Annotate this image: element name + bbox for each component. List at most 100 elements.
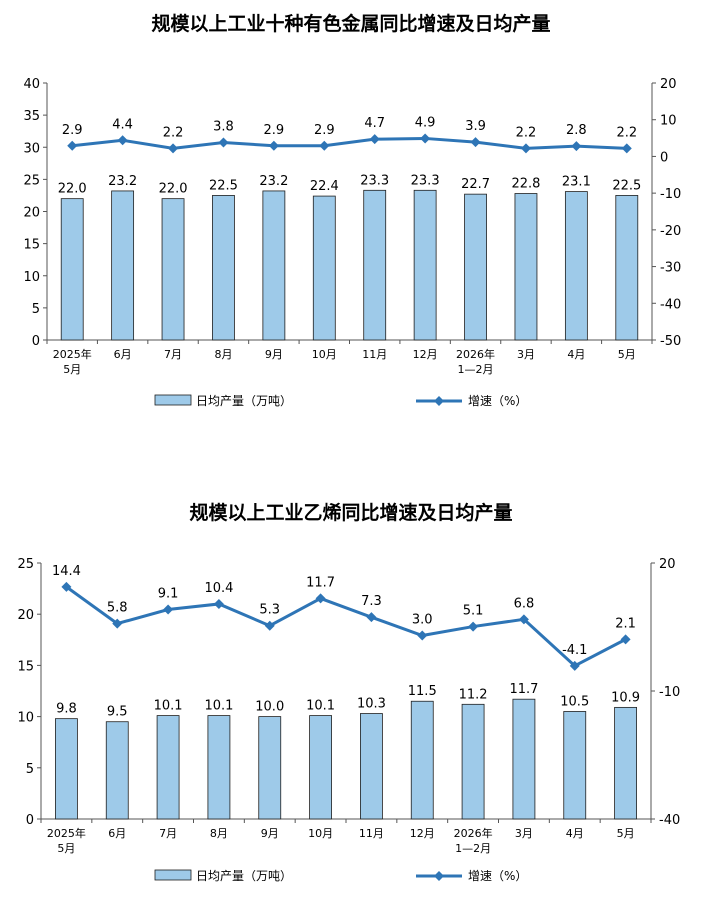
bar — [161, 198, 185, 341]
bar-value-label: 23.2 — [108, 174, 137, 189]
legend-bar-label: 日均产量（万吨） — [196, 394, 292, 408]
left-tick-label: 10 — [17, 711, 34, 726]
x-tick-label: 5月 — [63, 363, 81, 376]
growth-point — [168, 143, 179, 154]
chart-2-title: 规模以上工业乙烯同比增速及日均产量 — [189, 502, 513, 524]
left-tick-label: 25 — [17, 557, 34, 572]
growth-value-label: 14.4 — [52, 564, 81, 579]
growth-line — [65, 585, 627, 668]
legend-bar-label: 日均产量（万吨） — [196, 869, 292, 883]
growth-point — [569, 660, 580, 671]
growth-point — [369, 134, 380, 145]
growth-point — [117, 135, 128, 146]
bar-value-label: 22.7 — [461, 177, 490, 192]
growth-value-label: 5.1 — [463, 604, 484, 619]
growth-point — [620, 634, 631, 645]
bar — [464, 193, 487, 341]
legend-bar-swatch — [154, 394, 192, 406]
bar — [614, 706, 637, 820]
bar-value-label: 10.9 — [611, 690, 640, 705]
chart-1-title: 规模以上工业十种有色金属同比增速及日均产量 — [151, 13, 551, 35]
right-tick-label: 20 — [660, 77, 677, 92]
x-tick-label: 6月 — [114, 348, 132, 361]
right-tick-label: -20 — [660, 224, 681, 239]
bar-value-label: 22.0 — [159, 182, 188, 197]
growth-point — [264, 620, 275, 631]
chart-1-plot: 0 5 10 15 20 25 30 35 40 -50 -40 -30 -20 -10 0 10 20 2025… — [23, 77, 681, 408]
right-tick-label: -30 — [660, 261, 681, 276]
x-tick-label: 8月 — [214, 348, 232, 361]
growth-value-label: 2.9 — [264, 123, 285, 138]
x-tick-label: 11月 — [362, 348, 387, 361]
growth-point — [268, 140, 279, 151]
growth-point — [571, 141, 582, 152]
bar — [410, 700, 434, 820]
x-tick-label: 10月 — [308, 827, 333, 840]
growth-value-label: 2.2 — [516, 125, 537, 140]
left-tick-label: 5 — [32, 302, 40, 317]
growth-point — [417, 630, 428, 641]
legend-bar-swatch — [154, 869, 192, 881]
x-tick-label: 4月 — [566, 827, 584, 840]
bar — [309, 715, 332, 820]
right-tick-label: -50 — [660, 334, 681, 349]
growth-point — [470, 137, 481, 148]
x-tick-label: 1—2月 — [455, 842, 491, 855]
left-tick-label: 20 — [17, 608, 34, 623]
x-tick-label: 7月 — [159, 827, 177, 840]
chart-2: 规模以上工业乙烯同比增速及日均产量 0 5 10 15 20 25 -40 -10 20 2025… — [0, 450, 702, 899]
left-tick-label: 25 — [23, 173, 40, 188]
growth-point — [366, 612, 377, 623]
bar — [312, 195, 336, 341]
legend-line-label: 增速（%） — [468, 394, 527, 408]
bar — [105, 721, 129, 820]
right-tick-label: 0 — [660, 150, 668, 165]
growth-value-label: 2.2 — [163, 125, 184, 140]
left-tick-label: 40 — [23, 77, 40, 92]
bar — [512, 698, 536, 820]
bar-value-label: 11.7 — [509, 682, 538, 697]
bar — [207, 715, 231, 820]
right-tick-label: 10 — [660, 114, 677, 129]
growth-value-label: 4.7 — [364, 116, 385, 131]
bar — [262, 190, 286, 341]
bar-value-label: 10.0 — [255, 700, 284, 715]
bar-value-label: 23.3 — [360, 173, 389, 188]
left-tick-label: 15 — [23, 238, 40, 253]
x-tick-label: 3月 — [517, 348, 535, 361]
growth-value-label: 2.8 — [566, 123, 587, 138]
x-tick-label: 8月 — [210, 827, 228, 840]
chart-1: 规模以上工业十种有色金属同比增速及日均产量 0 5 10 15 20 25 30 35 40 -5… — [23, 13, 681, 408]
growth-value-label: 2.9 — [314, 123, 335, 138]
bar — [363, 189, 387, 341]
x-tick-label: 9月 — [265, 348, 283, 361]
growth-point — [218, 137, 229, 148]
bar-value-label: 11.5 — [408, 684, 437, 699]
x-tick-label: 3月 — [515, 827, 533, 840]
right-tick-label: -10 — [659, 685, 680, 700]
growth-value-label: 2.9 — [62, 123, 83, 138]
bar-value-label: 23.3 — [411, 173, 440, 188]
bar-value-label: 23.1 — [562, 175, 591, 190]
x-tick-label: 2026年 — [454, 826, 493, 840]
growth-value-label: 7.3 — [361, 594, 382, 609]
growth-point — [468, 621, 479, 632]
growth-point — [520, 143, 531, 154]
bar-value-label: 9.5 — [107, 705, 128, 720]
growth-value-label: 2.1 — [615, 616, 636, 631]
bar — [258, 716, 282, 820]
right-tick-label: -40 — [659, 813, 680, 828]
bar — [55, 718, 78, 820]
growth-value-label: -4.1 — [562, 643, 587, 658]
growth-point — [112, 618, 123, 629]
x-tick-label: 9月 — [261, 827, 279, 840]
bar-value-label: 10.3 — [357, 697, 386, 712]
bar-value-label: 10.1 — [154, 699, 183, 714]
legend-line-marker — [434, 871, 444, 881]
growth-value-label: 5.3 — [259, 603, 280, 618]
left-tick-label: 30 — [23, 141, 40, 156]
bar — [60, 198, 84, 341]
bar-value-label: 22.8 — [511, 177, 540, 192]
bar-value-label: 10.1 — [204, 699, 233, 714]
growth-value-label: 10.4 — [204, 581, 233, 596]
